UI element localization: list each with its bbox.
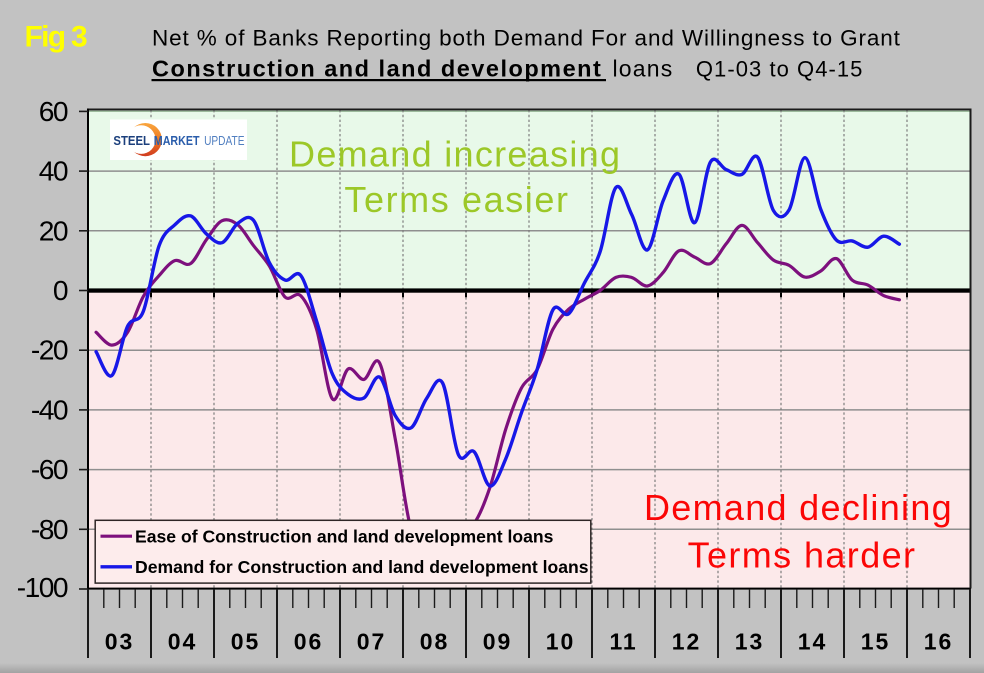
- svg-text:Construction and land developm: Construction and land development: [152, 56, 602, 82]
- svg-text:09: 09: [483, 629, 512, 655]
- svg-text:05: 05: [231, 629, 260, 655]
- svg-text:40: 40: [39, 155, 68, 187]
- svg-text:Net % of Banks Reporting both: Net % of Banks Reporting both Demand For…: [152, 26, 901, 51]
- svg-text:14: 14: [798, 629, 827, 655]
- svg-text:Terms easier: Terms easier: [344, 179, 569, 220]
- svg-text:-80: -80: [31, 513, 68, 545]
- svg-text:04: 04: [168, 629, 197, 655]
- svg-text:06: 06: [294, 629, 323, 655]
- svg-text:07: 07: [357, 629, 386, 655]
- svg-text:15: 15: [861, 629, 890, 655]
- svg-text:-40: -40: [31, 393, 68, 425]
- svg-text:Fig 3: Fig 3: [25, 21, 88, 54]
- svg-text:03: 03: [105, 629, 134, 655]
- svg-text:Terms harder: Terms harder: [688, 535, 917, 576]
- svg-text:20: 20: [39, 214, 68, 246]
- svg-text:-100: -100: [17, 571, 68, 603]
- svg-text:Demand increasing: Demand increasing: [289, 134, 621, 175]
- svg-text:0: 0: [53, 274, 68, 306]
- svg-text:-60: -60: [31, 453, 68, 485]
- svg-text:Demand declining: Demand declining: [644, 487, 953, 528]
- svg-text:08: 08: [420, 629, 449, 655]
- svg-text:13: 13: [735, 629, 764, 655]
- svg-text:STEEL: STEEL: [113, 133, 150, 148]
- svg-text:Ease of Construction and land: Ease of Construction and land developmen…: [135, 526, 554, 546]
- svg-text:10: 10: [546, 629, 575, 655]
- svg-text:MARKET: MARKET: [154, 133, 200, 148]
- svg-text:16: 16: [924, 629, 953, 655]
- svg-text:11: 11: [609, 629, 637, 655]
- svg-text:Demand for Construction and la: Demand for Construction and land develop…: [135, 557, 589, 577]
- svg-text:-20: -20: [31, 334, 68, 366]
- svg-text:60: 60: [39, 95, 68, 127]
- svg-text:UPDATE: UPDATE: [204, 134, 244, 148]
- svg-text:loans: loans: [613, 56, 674, 82]
- svg-text:12: 12: [672, 629, 701, 655]
- svg-text:Q1-03 to Q4-15: Q1-03 to Q4-15: [696, 57, 864, 82]
